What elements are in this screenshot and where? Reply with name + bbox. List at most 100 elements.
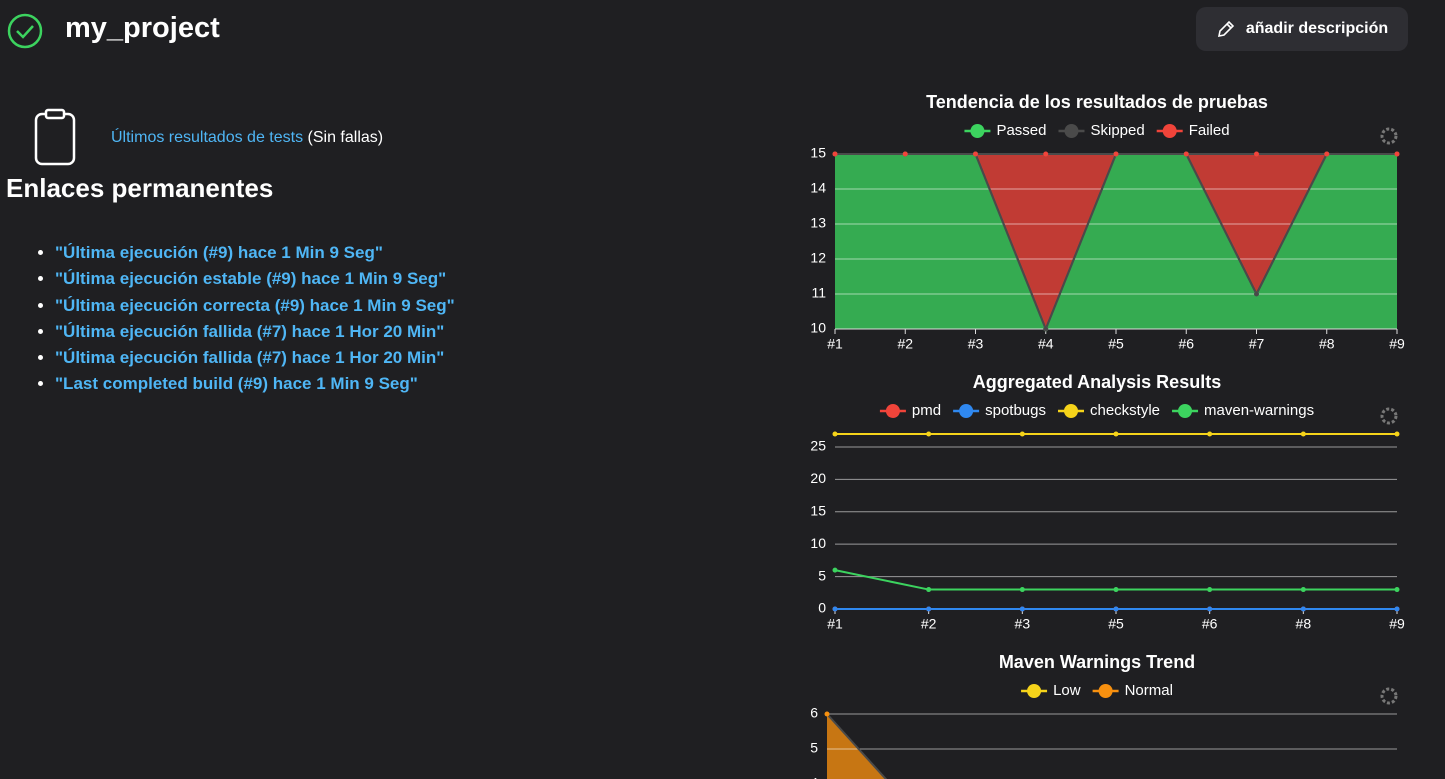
legend-marker [1178, 404, 1193, 418]
data-point [926, 431, 932, 437]
legend-item: checkstyle [1058, 402, 1160, 419]
data-point [1394, 151, 1400, 157]
area [827, 714, 886, 779]
pencil-icon [1217, 20, 1234, 38]
y-tick-label: 15 [810, 145, 826, 161]
data-point [832, 151, 838, 157]
legend-label: spotbugs [985, 402, 1046, 419]
y-tick-label: 6 [810, 705, 818, 721]
permalinks-list: "Última ejecución (#9) hace 1 Min 9 Seg"… [0, 240, 455, 398]
x-tick-label: #6 [1202, 616, 1218, 632]
data-point [832, 606, 838, 612]
add-description-button[interactable]: añadir descripción [1196, 7, 1408, 51]
data-point [1207, 606, 1213, 612]
permalink-item: "Última ejecución (#9) hace 1 Min 9 Seg" [55, 240, 455, 266]
y-tick-label: 11 [811, 285, 826, 301]
y-tick-label: 20 [810, 470, 826, 486]
chart-title: Tendencia de los resultados de pruebas [926, 92, 1268, 112]
y-tick-label: 5 [810, 740, 818, 756]
data-point [1300, 587, 1306, 593]
project-title: my_project [65, 12, 220, 44]
data-point [1183, 151, 1189, 157]
data-point [902, 151, 908, 157]
legend-label: maven-warnings [1204, 402, 1314, 419]
x-tick-label: #5 [1108, 616, 1124, 632]
settings-icon [1380, 127, 1398, 145]
x-tick-label: #3 [968, 336, 984, 352]
test-results-link[interactable]: Últimos resultados de tests [111, 129, 304, 146]
x-tick-label: #5 [1108, 336, 1124, 352]
y-tick-label: 12 [810, 250, 826, 266]
x-tick-label: #1 [827, 616, 843, 632]
legend: pmd spotbugs checkstyle maven-warnings [879, 402, 1314, 419]
data-point [1043, 151, 1049, 157]
data-point [1113, 606, 1119, 612]
data-point [1019, 606, 1025, 612]
legend-marker [1064, 124, 1079, 138]
permalink[interactable]: "Última ejecución correcta (#9) hace 1 M… [55, 295, 455, 315]
permalink[interactable]: "Última ejecución (#9) hace 1 Min 9 Seg" [55, 243, 383, 262]
permalinks-title: Enlaces permanentes [6, 173, 274, 203]
data-point [1019, 587, 1025, 593]
y-tick-label: 13 [810, 215, 826, 231]
status-icon [7, 13, 43, 49]
data-point [926, 606, 932, 612]
series-line [834, 569, 1397, 591]
legend-marker [1064, 404, 1078, 418]
permalink[interactable]: "Última ejecución fallida (#7) hace 1 Ho… [55, 321, 445, 341]
legend-item: Passed [964, 122, 1046, 139]
x-tick-label: #1 [827, 336, 843, 352]
x-tick-label: #2 [897, 336, 913, 352]
x-tick-label: #2 [921, 616, 937, 632]
legend-item: Normal [1092, 682, 1173, 699]
legend-marker [1098, 684, 1113, 698]
test-note: (Sin fallas) [307, 129, 384, 146]
x-tick-label: #4 [1038, 336, 1054, 352]
data-point [1254, 151, 1259, 157]
data-point [824, 711, 830, 717]
legend-item: pmd [879, 402, 941, 419]
permalink-item: "Última ejecución fallida (#7) hace 1 Ho… [55, 345, 455, 371]
permalink[interactable]: "Last completed build (#9) hace 1 Min 9 … [55, 374, 418, 394]
legend-marker [1027, 684, 1042, 698]
legend-label: pmd [912, 402, 941, 419]
test-summary: Últimos resultados de tests (Sin fallas) [111, 129, 383, 147]
legend-label: Passed [996, 122, 1046, 139]
permalink-item: "Última ejecución estable (#9) hace 1 Mi… [55, 266, 455, 292]
legend-item: Low [1021, 682, 1081, 699]
y-tick-label: 0 [818, 600, 826, 616]
data-point [1207, 587, 1213, 593]
settings-icon [1380, 687, 1398, 705]
y-tick-label: 10 [810, 320, 826, 336]
legend-label: Low [1053, 682, 1081, 699]
legend-item: Skipped [1058, 122, 1145, 139]
data-point [832, 431, 838, 437]
legend-item: spotbugs [953, 402, 1046, 419]
legend-marker [959, 404, 974, 418]
legend-marker [885, 404, 900, 418]
data-point [1324, 151, 1330, 157]
data-point [926, 587, 932, 593]
legend-marker [970, 124, 985, 138]
area [835, 154, 1397, 329]
x-tick-label: #8 [1319, 336, 1335, 352]
y-tick-label: 4 [810, 775, 818, 779]
data-point [1019, 431, 1025, 437]
permalink[interactable]: "Última ejecución fallida (#7) hace 1 Ho… [55, 348, 445, 368]
data-point [1300, 431, 1306, 437]
permalink-item: "Last completed build (#9) hace 1 Min 9 … [55, 371, 455, 397]
permalink-item: "Última ejecución fallida (#7) hace 1 Ho… [55, 319, 455, 345]
data-point [1254, 291, 1259, 297]
data-point [1207, 431, 1213, 437]
x-tick-label: #9 [1389, 336, 1405, 352]
x-tick-label: #9 [1389, 616, 1405, 632]
data-point [1113, 431, 1119, 437]
legend-label: Normal [1125, 682, 1173, 699]
legend-label: Skipped [1090, 122, 1144, 139]
permalink[interactable]: "Última ejecución estable (#9) hace 1 Mi… [55, 269, 447, 289]
data-point [1113, 151, 1119, 157]
legend-item: maven-warnings [1172, 402, 1314, 419]
y-tick-label: 15 [810, 502, 826, 518]
data-point [1113, 587, 1119, 593]
